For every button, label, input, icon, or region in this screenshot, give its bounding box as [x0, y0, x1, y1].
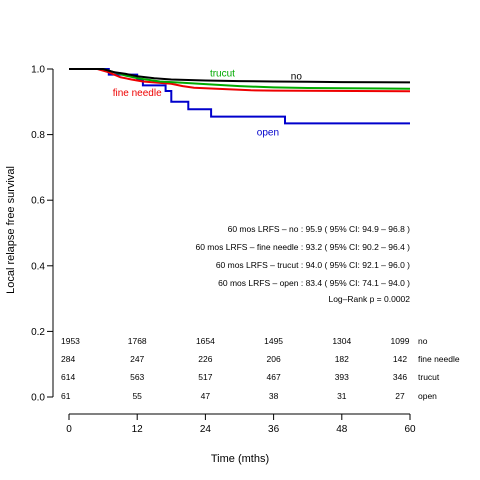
- risk-count: 1099: [391, 336, 410, 346]
- lrfs-annotation: 60 mos LRFS – open : 83.4 ( 95% CI: 74.1…: [218, 278, 410, 288]
- y-axis-title: Local relapse free survival: [5, 166, 17, 294]
- lrfs-annotation: 60 mos LRFS – no : 95.9 ( 95% CI: 94.9 –…: [228, 224, 411, 234]
- risk-count: 517: [198, 372, 212, 382]
- risk-table: 1953 1768 1654 1495 1304 1099 no 284 247 226 206 18…: [61, 336, 460, 401]
- risk-count: 55: [132, 391, 142, 401]
- y-tick-label: 0.6: [31, 196, 45, 207]
- axes: [52, 69, 410, 415]
- risk-count: 142: [393, 354, 407, 364]
- risk-count: 226: [198, 354, 212, 364]
- survival-curves: [69, 68, 411, 125]
- risk-row-label-fine-needle: fine needle: [418, 354, 460, 364]
- risk-row-label-trucut: trucut: [418, 372, 440, 382]
- lrfs-annotation: 60 mos LRFS – fine needle : 93.2 ( 95% C…: [195, 242, 410, 252]
- y-ticks: 0.0 0.2 0.4 0.6 0.8 1.0: [31, 65, 53, 404]
- series-line-no: [69, 68, 411, 84]
- logrank-annotation: Log–Rank p = 0.0002: [328, 294, 410, 304]
- curve-label-open: open: [257, 127, 279, 138]
- risk-count: 284: [61, 354, 75, 364]
- risk-count: 563: [130, 372, 144, 382]
- y-tick-label: 0.2: [31, 327, 45, 338]
- y-tick-label: 0.8: [31, 130, 45, 141]
- risk-count: 1495: [264, 336, 283, 346]
- risk-row-label-open: open: [418, 391, 437, 401]
- curve-label-fine-needle: fine needle: [113, 88, 162, 99]
- x-tick-label: 48: [336, 424, 348, 435]
- curve-label-trucut: trucut: [210, 68, 235, 79]
- y-tick-label: 0.4: [31, 261, 45, 272]
- x-tick-label: 36: [268, 424, 280, 435]
- risk-count: 1654: [196, 336, 215, 346]
- series-line-fine-needle: [69, 68, 411, 93]
- risk-count: 47: [201, 391, 211, 401]
- risk-count: 393: [335, 372, 349, 382]
- risk-count: 467: [267, 372, 281, 382]
- x-tick-label: 24: [200, 424, 212, 435]
- risk-count: 182: [335, 354, 349, 364]
- risk-count: 1768: [128, 336, 147, 346]
- risk-count: 247: [130, 354, 144, 364]
- risk-count: 346: [393, 372, 407, 382]
- x-tick-label: 12: [132, 424, 144, 435]
- y-tick-label: 0.0: [31, 393, 45, 404]
- risk-count: 31: [337, 391, 347, 401]
- x-axis-title: Time (mths): [211, 453, 269, 465]
- curve-label-no: no: [291, 72, 303, 83]
- risk-count: 1304: [332, 336, 351, 346]
- lrfs-annotation: 60 mos LRFS – trucut : 94.0 ( 95% CI: 92…: [216, 260, 410, 270]
- x-tick-label: 0: [66, 424, 72, 435]
- x-ticks: 0 12 24 36 48 60: [66, 414, 416, 435]
- risk-count: 61: [61, 391, 71, 401]
- risk-count: 38: [269, 391, 279, 401]
- series-line-trucut: [69, 68, 411, 90]
- y-tick-label: 1.0: [31, 65, 45, 76]
- x-tick-label: 60: [404, 424, 416, 435]
- curve-labels: no fine needle trucut open: [113, 68, 303, 138]
- risk-count: 614: [61, 372, 75, 382]
- annotations: 60 mos LRFS – no : 95.9 ( 95% CI: 94.9 –…: [195, 224, 410, 304]
- risk-count: 206: [267, 354, 281, 364]
- risk-count: 1953: [61, 336, 80, 346]
- risk-count: 27: [395, 391, 405, 401]
- risk-row-label-no: no: [418, 336, 428, 346]
